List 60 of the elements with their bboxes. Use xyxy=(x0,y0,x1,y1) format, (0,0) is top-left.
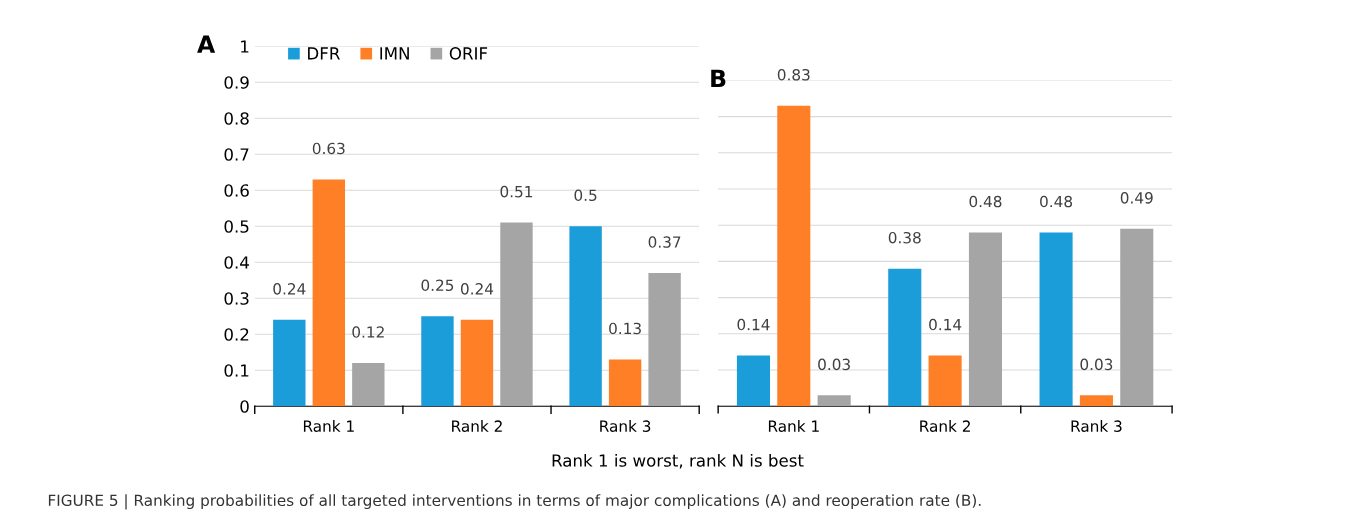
data-label: 0.24 xyxy=(273,283,306,295)
bar xyxy=(608,359,642,407)
data-label: 0.14 xyxy=(737,318,770,331)
y-tick-label: 0.4 xyxy=(224,256,249,269)
text: Rank 1 is worst, rank N is best xyxy=(552,453,804,469)
data-label: 0.51 xyxy=(500,185,533,198)
data-label: 0.13 xyxy=(609,322,641,335)
data-label: 0.24 xyxy=(460,283,494,295)
data-label: 0.03 xyxy=(818,358,850,371)
bar xyxy=(421,316,454,407)
bar xyxy=(1120,228,1154,407)
data-label: 0.83 xyxy=(777,68,810,81)
data-label: 0.12 xyxy=(352,326,384,338)
bar xyxy=(968,232,1002,407)
y-tick-label: 0.9 xyxy=(224,76,249,89)
y-tick-label: 0.2 xyxy=(224,328,249,341)
bar xyxy=(352,363,385,407)
bar xyxy=(736,355,770,407)
data-label: 0.48 xyxy=(1040,195,1073,208)
bar xyxy=(569,226,602,407)
legend-label: ORIF xyxy=(449,47,488,60)
y-tick-label: 0.8 xyxy=(224,112,249,125)
data-label: 0.48 xyxy=(969,195,1002,208)
data-label: 0.37 xyxy=(648,236,681,248)
bar xyxy=(312,179,346,407)
y-tick-label: 0 xyxy=(240,400,249,413)
x-tick-label: Rank 1 xyxy=(303,420,354,432)
y-tick-label: 0.1 xyxy=(224,364,249,377)
bar xyxy=(500,222,533,407)
bar xyxy=(648,273,681,407)
x-tick-label: Rank 2 xyxy=(920,420,970,432)
bar xyxy=(888,268,922,407)
chart-title: A xyxy=(197,35,216,53)
y-tick-label: 0.7 xyxy=(224,148,249,161)
chart-title: B xyxy=(711,69,726,87)
bar xyxy=(1039,232,1073,407)
data-label: 0.14 xyxy=(929,318,962,331)
x-tick-label: Rank 1 xyxy=(768,420,819,432)
y-tick-label: 1 xyxy=(241,40,249,53)
bar xyxy=(1079,395,1113,407)
data-label: 0.38 xyxy=(888,231,921,244)
legend-label: DFR xyxy=(308,47,340,60)
bar xyxy=(817,395,851,407)
legend-label: IMN xyxy=(380,47,409,60)
bar xyxy=(777,105,811,407)
bar xyxy=(273,319,306,407)
y-tick-label: 0.5 xyxy=(224,220,249,233)
x-tick-label: Rank 3 xyxy=(600,420,651,432)
y-tick-label: 0.6 xyxy=(224,184,249,197)
data-label: 0.49 xyxy=(1120,192,1153,204)
data-label: 0.5 xyxy=(574,189,597,202)
x-tick-label: Rank 3 xyxy=(1071,420,1122,432)
data-label: 0.25 xyxy=(421,279,454,292)
bar xyxy=(928,355,962,407)
data-label: 0.63 xyxy=(312,142,345,155)
bar xyxy=(460,319,494,407)
caption: FIGURE 5 | Ranking probabilities of all targeted interventions in terms of major complications (A) and reoperation rate (B). xyxy=(48,494,981,510)
y-tick-label: 0.3 xyxy=(224,292,249,305)
data-label: 0.03 xyxy=(1080,358,1113,371)
x-tick-label: Rank 2 xyxy=(452,420,502,432)
